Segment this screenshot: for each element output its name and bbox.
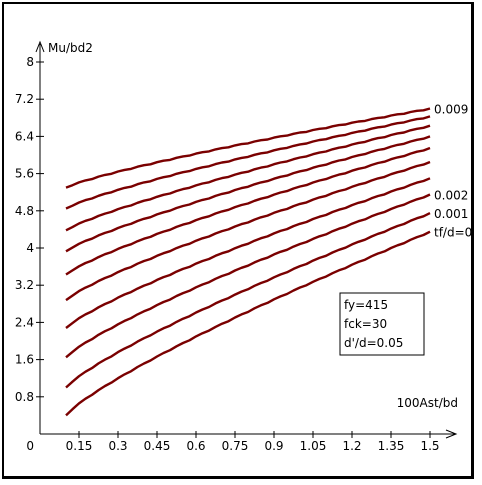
x-tick-label: 0.6 (186, 439, 205, 453)
series-line (65, 107, 431, 189)
chart-svg: 0.8 1.6 2.4 3.2 4 4.8 5.6 6.4 7.2 8 0 0.15 0.3 0.45 0.… (15, 40, 472, 453)
x-tick-label: 1.5 (420, 439, 439, 453)
x-tick-label: 1.05 (300, 439, 327, 453)
series-line (65, 230, 431, 417)
y-tick-label: 4 (26, 241, 34, 255)
x-tick-label: 0.75 (222, 439, 249, 453)
series-line (65, 135, 431, 253)
y-axis-label: Mu/bd2 (48, 41, 93, 55)
series-line (65, 146, 431, 276)
x-axis-label: 100Ast/bd (397, 396, 458, 410)
y-tick-label: 7.2 (15, 92, 34, 106)
y-axis-arrow (35, 40, 45, 53)
labels: Mu/bd2 100Ast/bd tf/d=0 0.001 0.002 0.009 (48, 41, 472, 410)
y-tick-label: 5.6 (15, 167, 34, 181)
axes: 0.8 1.6 2.4 3.2 4 4.8 5.6 6.4 7.2 8 0 0.15 0.3 0.45 0.… (15, 40, 458, 453)
series-line (65, 124, 431, 232)
annotation-box: fy=415 fck=30 d'/d=0.05 (339, 292, 425, 356)
x-tick-label: 0.3 (108, 439, 127, 453)
annotation-rect (339, 292, 425, 356)
series-label: 0.009 (434, 103, 468, 117)
series-label: tf/d=0 (434, 226, 472, 240)
x-tick-label: 0.45 (144, 439, 171, 453)
x-tick-label: 1.2 (342, 439, 361, 453)
y-tick-label: 1.6 (15, 353, 34, 367)
series-label: 0.002 (434, 189, 468, 203)
y-tick-label: 0.8 (15, 390, 34, 404)
annotation-line: fy=415 (344, 298, 388, 312)
series-line (65, 115, 431, 210)
series-line (65, 160, 431, 302)
series-label: 0.001 (434, 207, 468, 221)
x-axis-arrow (445, 429, 458, 439)
series-line (65, 177, 431, 329)
series-line (65, 212, 431, 389)
y-tick-label: 6.4 (15, 129, 34, 143)
series-line (65, 193, 431, 359)
y-tick-label: 2.4 (15, 315, 34, 329)
chart-frame: 0.8 1.6 2.4 3.2 4 4.8 5.6 6.4 7.2 8 0 0.15 0.3 0.45 0.… (2, 2, 474, 479)
annotation-line: d'/d=0.05 (344, 336, 403, 350)
x-tick-label: 0.9 (264, 439, 283, 453)
x-tick-label: 1.35 (378, 439, 405, 453)
curves (65, 107, 431, 417)
y-tick-label: 3.2 (15, 278, 34, 292)
x-tick-label: 0 (26, 439, 34, 453)
y-tick-label: 8 (26, 55, 34, 69)
annotation-line: fck=30 (344, 317, 387, 331)
y-tick-label: 4.8 (15, 204, 34, 218)
x-tick-label: 0.15 (66, 439, 93, 453)
